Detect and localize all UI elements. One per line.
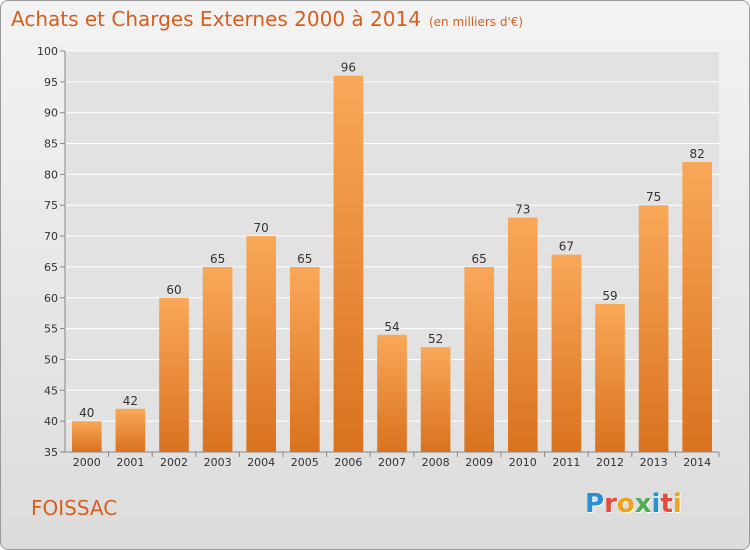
bar — [289, 266, 320, 452]
logo-letter: o — [616, 489, 635, 519]
x-tick-label: 2008 — [422, 456, 450, 469]
x-tick-label: 2010 — [509, 456, 537, 469]
bar — [246, 236, 277, 452]
bar — [551, 254, 582, 452]
bar-value-label: 65 — [210, 252, 225, 266]
bar — [333, 75, 364, 452]
bar-value-label: 59 — [602, 289, 617, 303]
x-tick-label: 2013 — [640, 456, 668, 469]
bar-value-label: 82 — [690, 147, 705, 161]
proxiti-logo: Proxiti — [585, 489, 682, 519]
bar-value-label: 70 — [254, 221, 269, 235]
x-tick-label: 2011 — [552, 456, 580, 469]
y-tick-label: 75 — [44, 199, 58, 212]
logo-letter: t — [660, 489, 673, 519]
bar — [377, 334, 407, 452]
bar-value-label: 65 — [297, 252, 312, 266]
x-tick-label: 2014 — [683, 456, 711, 469]
x-tick-label: 2007 — [378, 456, 406, 469]
logo-letter: P — [585, 489, 605, 519]
y-tick-label: 100 — [37, 45, 58, 58]
y-tick-label: 80 — [44, 168, 58, 181]
y-tick-label: 70 — [44, 230, 58, 243]
y-tick-label: 95 — [44, 76, 58, 89]
logo-letter: i — [672, 489, 682, 519]
bar-value-label: 73 — [515, 203, 530, 217]
y-tick-label: 65 — [44, 261, 58, 274]
x-tick-label: 2004 — [247, 456, 275, 469]
x-tick-label: 2005 — [291, 456, 319, 469]
chart-title: Achats et Charges Externes 2000 à 2014 — [11, 7, 421, 31]
bar-value-label: 75 — [646, 190, 661, 204]
chart-title-block: Achats et Charges Externes 2000 à 2014 (e… — [11, 7, 523, 31]
chart-subtitle: (en milliers d'€) — [428, 15, 524, 29]
bar — [420, 347, 451, 452]
bar — [638, 205, 669, 452]
bar-value-label: 67 — [559, 240, 574, 254]
y-tick-label: 85 — [44, 138, 58, 151]
x-tick-label: 2012 — [596, 456, 624, 469]
bar-value-label: 54 — [384, 320, 399, 334]
x-tick-label: 2009 — [465, 456, 493, 469]
x-tick-label: 2006 — [334, 456, 362, 469]
logo-letter: i — [651, 489, 661, 519]
x-tick-label: 2000 — [73, 456, 101, 469]
x-tick-label: 2003 — [204, 456, 232, 469]
logo-letter: r — [604, 489, 617, 519]
bar — [682, 162, 713, 453]
bar — [71, 421, 102, 452]
y-tick-label: 45 — [44, 384, 58, 397]
y-tick-label: 50 — [44, 353, 58, 366]
bar — [115, 408, 146, 452]
x-tick-label: 2001 — [116, 456, 144, 469]
bar — [595, 303, 625, 452]
commune-name: FOISSAC — [31, 496, 118, 520]
bar-value-label: 96 — [341, 61, 356, 75]
bar — [159, 297, 189, 452]
y-tick-label: 90 — [44, 107, 58, 120]
bar-value-label: 40 — [79, 406, 94, 420]
bar-value-label: 60 — [166, 283, 181, 297]
y-tick-label: 60 — [44, 292, 58, 305]
y-tick-label: 40 — [44, 415, 58, 428]
y-tick-label: 35 — [44, 446, 58, 459]
x-tick-label: 2002 — [160, 456, 188, 469]
y-tick-label: 55 — [44, 323, 58, 336]
logo-letter: x — [634, 489, 652, 519]
bar-value-label: 42 — [123, 394, 138, 408]
bar — [507, 217, 538, 452]
bar — [202, 266, 233, 452]
bar-value-label: 65 — [472, 252, 487, 266]
bar — [464, 266, 495, 452]
bar-value-label: 52 — [428, 332, 443, 346]
